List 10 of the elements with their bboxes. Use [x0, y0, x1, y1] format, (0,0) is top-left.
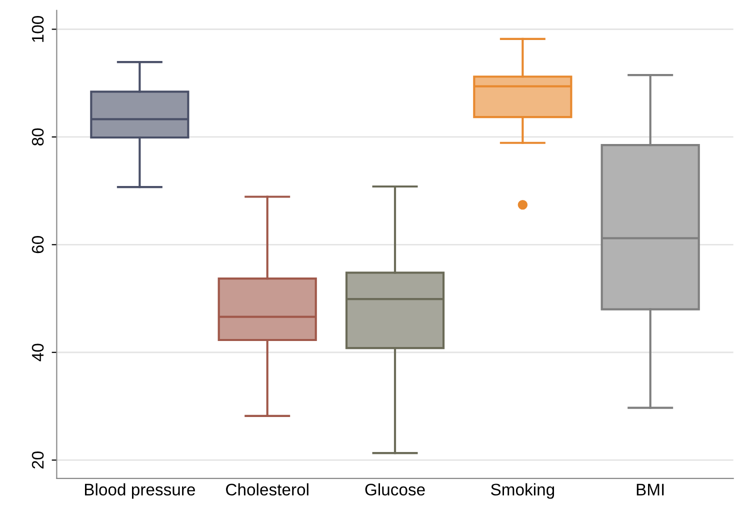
x-tick-label: BMI [636, 484, 664, 496]
y-tick-label: 40 [32, 344, 44, 362]
x-tick-label: Cholesterol [226, 483, 308, 496]
x-tick-label: Glucose [365, 483, 425, 496]
y-tick-label: 60 [32, 236, 44, 254]
x-tick-label: Smoking [491, 483, 554, 499]
y-tick-label: 80 [32, 128, 44, 146]
y-tick-label: 100 [32, 16, 44, 42]
y-tick-label: 20 [32, 451, 44, 469]
x-tick-label: Blood pressure [85, 483, 195, 499]
